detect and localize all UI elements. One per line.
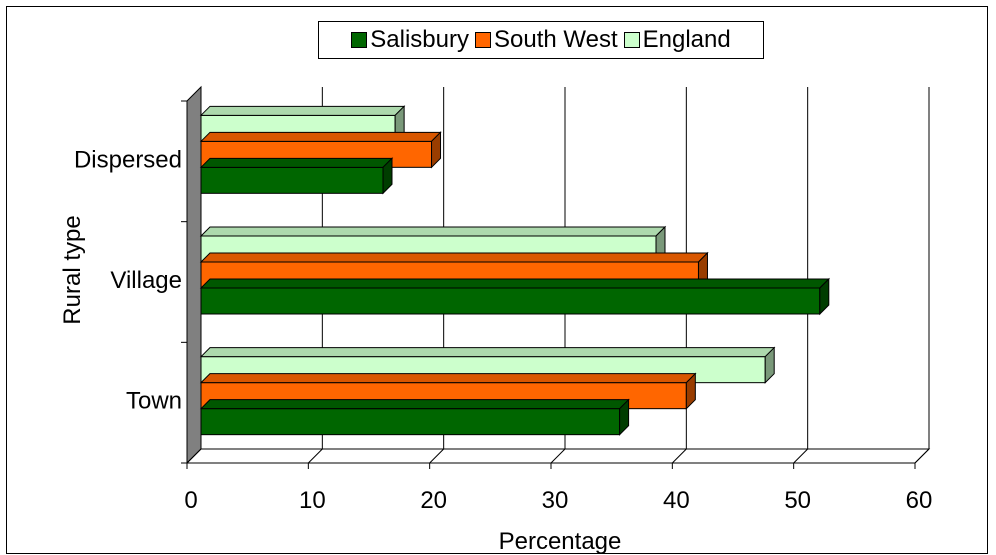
- bars: [199, 105, 831, 436]
- bar-top: [199, 252, 709, 263]
- bar: [200, 166, 384, 194]
- legend-item-england: England: [623, 26, 731, 54]
- bar-side: [685, 372, 696, 410]
- x-tick-label: 40: [663, 487, 690, 514]
- legend-swatch-england: [623, 32, 640, 48]
- floor-gridline: [914, 448, 930, 464]
- x-axis-label: Percentage: [499, 528, 622, 555]
- bar-top: [199, 131, 442, 142]
- legend-swatch-south-west: [475, 32, 491, 48]
- x-tick-label: 30: [542, 487, 569, 514]
- legend-item-salisbury: Salisbury: [351, 26, 469, 54]
- x-tick-label: 50: [784, 487, 811, 514]
- legend-label-south-west: South West: [494, 26, 618, 53]
- legend: Salisbury South West England: [318, 21, 764, 59]
- legend-swatch-salisbury: [351, 32, 368, 48]
- bar-top: [199, 347, 776, 358]
- floor-gridline: [550, 448, 566, 464]
- x-tick-label: 60: [906, 487, 933, 514]
- floor-gridline: [186, 448, 202, 464]
- bar-top: [199, 399, 630, 410]
- legend-item-south-west: South West: [475, 26, 618, 54]
- x-tick-label: 20: [420, 487, 447, 514]
- bar-side: [382, 157, 393, 195]
- floor-gridline: [671, 448, 687, 464]
- bar-side: [619, 398, 630, 436]
- y-tick-label: Dispersed: [74, 146, 182, 173]
- bar: [200, 408, 621, 436]
- bar-side: [431, 131, 442, 169]
- bar-side: [819, 277, 830, 316]
- y-tick-label: Village: [110, 267, 182, 294]
- bar: [200, 287, 821, 315]
- legend-label-salisbury: Salisbury: [370, 26, 469, 53]
- floor-gridline: [429, 448, 445, 464]
- bar-top: [199, 373, 697, 384]
- bar-top: [199, 226, 667, 237]
- bar-side: [764, 346, 775, 384]
- axes: 0 10 20 30 40 50 60 Dispersed Village Town: [74, 100, 933, 514]
- x-tick-label: 10: [299, 487, 326, 514]
- side-wall: [186, 85, 202, 465]
- bar-top: [199, 157, 394, 168]
- bar-top: [199, 278, 831, 289]
- floor-gridline: [793, 448, 809, 464]
- y-tick-label: Town: [126, 388, 182, 415]
- x-tick-label: 0: [184, 487, 197, 514]
- floor-gridline: [307, 448, 323, 464]
- bar-top: [199, 105, 406, 116]
- legend-label-england: England: [642, 26, 731, 53]
- y-axis-label: Rural type: [59, 215, 86, 324]
